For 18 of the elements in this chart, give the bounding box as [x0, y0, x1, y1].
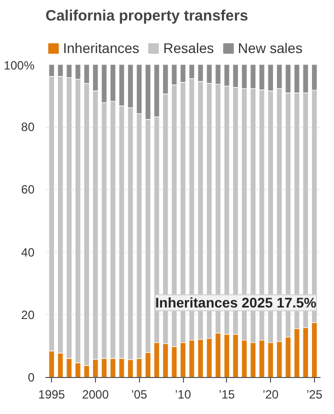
legend-label: Resales	[163, 40, 214, 56]
y-tick-label: 20	[21, 308, 35, 322]
x-tick-label: ’10	[174, 388, 192, 402]
y-tick-label: 40	[21, 245, 35, 260]
legend-label: New sales	[238, 40, 302, 56]
x-tick-label: ’20	[262, 388, 279, 402]
x-tick-label: ’05	[131, 388, 148, 402]
y-tick-label: 0	[28, 370, 35, 384]
y-tick-label: 80	[21, 120, 35, 134]
annotation: Inheritances 2025 17.5%	[155, 294, 317, 311]
x-tick-label: 2000	[82, 388, 110, 402]
legend-label: Inheritances	[63, 40, 140, 56]
chart-title: California property transfers	[46, 8, 248, 24]
y-tick-label: 60	[21, 182, 35, 197]
x-tick-label: ’15	[218, 388, 236, 402]
x-tick-label: 1995	[38, 388, 66, 402]
x-tick-label: ’25	[306, 388, 323, 402]
y-tick-label: 100%	[4, 58, 35, 72]
